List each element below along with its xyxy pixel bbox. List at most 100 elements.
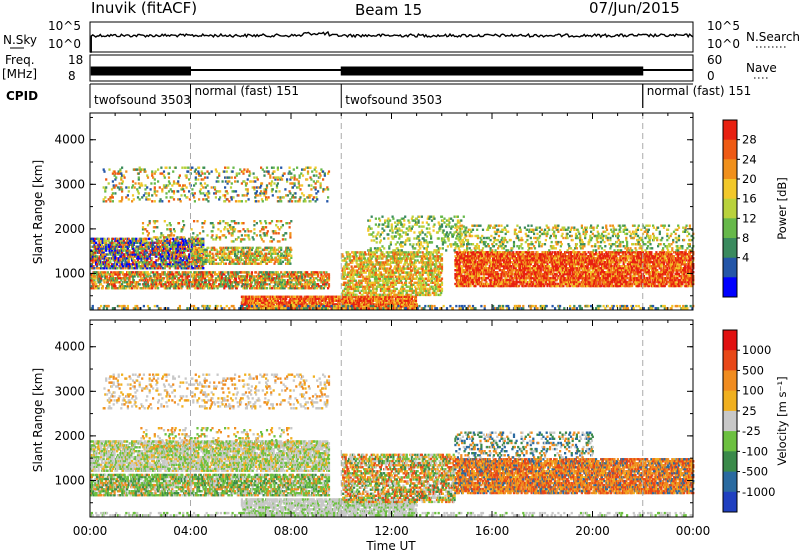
power-cell: [235, 254, 238, 257]
power-cell: [221, 260, 224, 263]
power-cell: [270, 260, 273, 263]
power-cell: [107, 243, 110, 246]
power-cell: [161, 263, 164, 266]
power-cell: [304, 200, 307, 203]
power-cell: [191, 254, 194, 257]
power-cell: [234, 180, 237, 183]
power-cell: [265, 262, 269, 265]
power-cell: [116, 186, 119, 189]
power-cell: [162, 234, 165, 237]
power-cell: [297, 275, 300, 278]
power-cell: [254, 252, 257, 255]
power-cell: [152, 271, 155, 274]
power-cell: [205, 192, 208, 195]
power-cell: [188, 238, 191, 241]
power-cell: [119, 277, 122, 280]
power-cell: [309, 277, 312, 280]
power-cell: [260, 222, 263, 225]
power-cell: [140, 237, 143, 241]
power-cell: [162, 245, 165, 248]
power-cell: [167, 172, 171, 175]
power-cell: [182, 226, 185, 229]
power-cell: [108, 245, 111, 248]
power-cell: [101, 255, 104, 258]
power-cell: [163, 243, 166, 246]
power-cell: [207, 190, 210, 193]
power-cell: [233, 271, 236, 274]
power-cell: [247, 230, 250, 233]
power-cell: [213, 285, 217, 288]
power-cell: [149, 287, 152, 290]
power-cell: [174, 265, 177, 268]
power-cell: [119, 255, 122, 258]
power-cell: [276, 248, 279, 252]
power-cell: [286, 248, 289, 252]
power-cell: [234, 200, 238, 203]
power-cell: [168, 267, 171, 270]
power-cell: [154, 236, 157, 239]
power-cell: [319, 184, 322, 187]
power-cell: [100, 277, 103, 280]
power-cell: [208, 279, 212, 282]
power-cell: [219, 238, 222, 241]
power-cell: [115, 176, 118, 179]
power-cell: [167, 241, 170, 244]
power-cell: [243, 252, 246, 255]
power-cell: [131, 245, 135, 248]
power-cell: [157, 283, 160, 286]
power-cell: [303, 279, 306, 282]
power-cell: [264, 275, 267, 278]
power-cell: [121, 174, 124, 177]
power-cell: [136, 239, 140, 243]
power-cell: [312, 285, 315, 288]
power-cell: [129, 285, 132, 288]
power-cell: [292, 275, 295, 278]
power-cell: [161, 190, 164, 193]
power-cell: [108, 277, 111, 280]
power-cell: [120, 176, 123, 179]
power-cell: [134, 281, 137, 284]
power-cell: [112, 243, 115, 246]
power-cell: [141, 243, 145, 246]
power-cell: [208, 285, 211, 288]
power-cell: [127, 198, 130, 201]
power-cell: [110, 253, 114, 256]
power-cell: [186, 277, 189, 280]
power-cell: [124, 237, 127, 241]
power-cell: [202, 277, 205, 280]
power-cell: [121, 285, 124, 288]
power-cell: [133, 263, 136, 266]
power-cell: [253, 188, 256, 191]
power-cell: [123, 255, 126, 258]
power-cell: [171, 190, 174, 193]
power-cell: [212, 238, 215, 241]
power-cell: [247, 198, 250, 201]
power-cell: [141, 184, 144, 187]
power-cell: [200, 184, 203, 187]
power-cell: [193, 184, 196, 187]
power-cell: [157, 287, 160, 290]
power-cell: [312, 180, 315, 183]
power-cell: [274, 283, 277, 286]
power-cell: [187, 249, 190, 252]
power-cell: [223, 250, 226, 253]
power-cell: [230, 262, 233, 265]
power-cell: [198, 166, 201, 169]
power-cell: [280, 283, 283, 286]
power-cell: [154, 220, 157, 223]
power-cell: [114, 273, 117, 276]
power-cell: [276, 277, 279, 280]
power-cell: [198, 250, 202, 253]
power-cell: [286, 194, 289, 197]
power-cell: [188, 275, 191, 278]
power-cell: [303, 273, 306, 276]
power-cell: [299, 275, 302, 278]
power-cell: [157, 168, 160, 171]
power-cell: [107, 267, 110, 270]
power-cell: [218, 271, 221, 274]
power-cell: [131, 194, 135, 197]
power-cell: [273, 262, 276, 265]
power-cell: [167, 251, 170, 254]
power-cell: [219, 190, 222, 193]
power-cell: [141, 240, 145, 243]
